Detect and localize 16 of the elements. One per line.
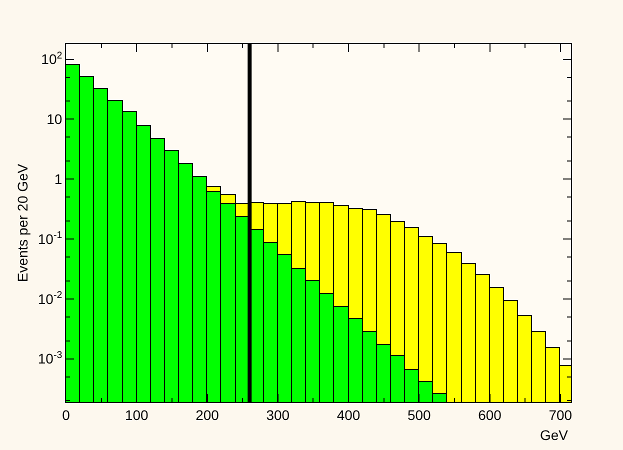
x-tick-label: 300 [266, 406, 290, 423]
x-tick-label: 200 [196, 406, 220, 423]
x-tick-label: 500 [407, 406, 432, 423]
x-tick-label: 400 [336, 406, 360, 423]
x-axis-title: GeV [540, 427, 569, 443]
x-tick-label: 600 [478, 406, 502, 423]
y-tick-label: 10$^{-1}$ [38, 230, 62, 247]
x-tick-label: 100 [124, 406, 149, 423]
y-tick-label: 10$^{2}$ [41, 50, 62, 68]
y-axis-title: Events per 20 GeV [14, 163, 31, 282]
y-tick-label: 10$^{-2}$ [38, 290, 62, 307]
y-tick-label: 10$^{-3}$ [38, 350, 63, 367]
x-tick-label: 700 [548, 406, 572, 423]
y-tick-label: 1 [54, 170, 62, 187]
y-tick-label: 10 [46, 111, 62, 128]
x-tick-label: 0 [62, 406, 70, 423]
